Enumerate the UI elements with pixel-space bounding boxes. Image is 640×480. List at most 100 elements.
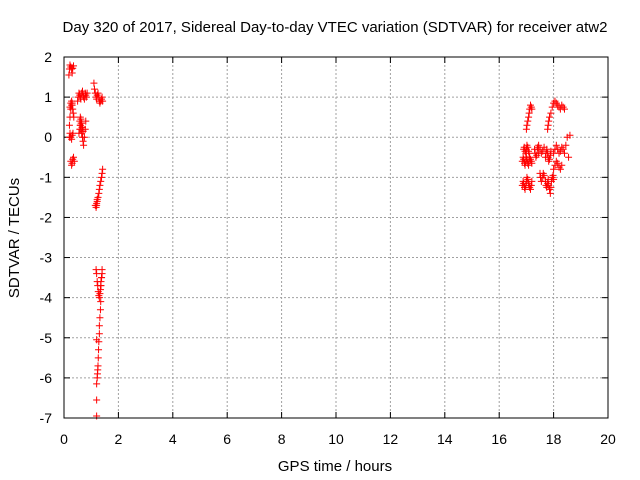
data-point [93,374,101,382]
data-point [548,103,556,111]
data-point [528,159,536,167]
x-tick-label: 2 [115,431,123,447]
data-point [96,306,104,314]
data-point [522,125,530,133]
data-point [565,153,573,161]
data-point [92,266,100,274]
data-point [98,93,106,101]
data-point [95,322,103,330]
x-tick-label: 6 [223,431,231,447]
data-point [69,109,77,117]
data-point [98,274,106,282]
x-tick-label: 14 [437,431,453,447]
data-point [560,149,568,157]
data-point [544,121,552,129]
data-point [68,135,76,143]
data-points [65,61,574,420]
data-point [545,117,553,125]
x-tick-label: 0 [60,431,68,447]
data-point [83,89,91,97]
data-point [82,93,90,101]
data-point [70,62,78,70]
plot-frame [63,56,609,419]
data-point [556,165,564,173]
data-point [98,173,106,181]
data-point [524,117,532,125]
data-point [524,143,532,151]
data-point [82,117,90,125]
y-tick-label: 1 [44,89,52,105]
data-point [546,113,554,121]
data-point [79,137,87,145]
data-point [97,298,105,306]
data-point [546,155,554,163]
data-point [527,181,535,189]
data-point [550,175,558,183]
y-tick-label: -7 [40,410,53,426]
data-point [70,157,78,165]
data-point [95,185,103,193]
data-point [99,97,107,105]
data-point [68,97,76,105]
data-point [92,203,100,211]
x-tick-label: 16 [491,431,507,447]
data-point [546,189,554,197]
data-point [95,330,103,338]
data-point [98,169,106,177]
data-point [524,175,532,183]
data-point [69,105,77,113]
data-point [68,101,76,109]
data-point [94,89,102,97]
data-point [558,161,566,169]
data-point [528,105,536,113]
data-point [93,195,101,203]
y-axis-label: SDTVAR / TECUs [6,178,23,298]
y-tick-label: -2 [40,209,53,225]
data-point [96,181,104,189]
data-point [95,189,103,197]
data-point [535,141,543,149]
data-point [525,113,533,121]
data-point [97,177,105,185]
data-point [90,79,98,87]
y-tick-label: -4 [40,290,53,306]
data-point [528,177,536,185]
data-point [547,183,555,191]
x-tick-label: 12 [383,431,399,447]
y-tick-label: 0 [44,129,52,145]
data-point [75,129,83,137]
data-point [80,141,88,149]
data-point [523,121,531,129]
data-point [77,119,85,127]
data-point [69,129,77,137]
data-point [94,354,102,362]
data-point [97,282,105,290]
data-point [96,290,104,298]
y-tick-label: 2 [44,49,52,65]
data-point [68,69,76,77]
data-point [96,314,104,322]
data-point [70,153,78,161]
y-tick-label: -5 [40,330,53,346]
x-tick-label: 10 [328,431,344,447]
data-point [552,141,560,149]
data-point [80,133,88,141]
data-point [525,149,533,157]
data-point [78,123,86,131]
data-point [90,85,98,93]
data-point [526,185,534,193]
x-tick-label: 18 [546,431,562,447]
data-point [539,147,547,155]
data-point [540,143,548,151]
data-point [98,266,106,274]
data-point [559,145,567,153]
data-point [79,127,87,135]
x-tick-label: 4 [169,431,177,447]
data-point [95,294,103,302]
grid-lines [64,57,608,418]
data-point [554,159,562,167]
data-point [93,380,101,388]
data-point [566,131,574,139]
data-point [547,109,555,117]
